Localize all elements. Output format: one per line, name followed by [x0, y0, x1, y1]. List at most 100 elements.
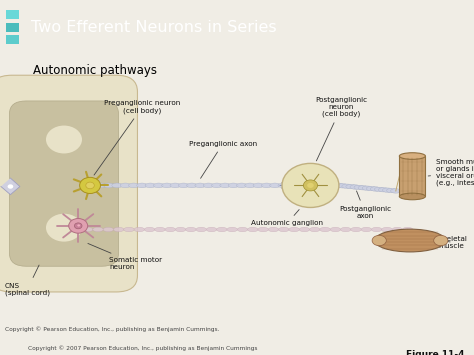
Ellipse shape [330, 227, 341, 232]
Circle shape [46, 214, 82, 242]
Bar [6, 23, 19, 32]
Circle shape [8, 184, 13, 189]
Ellipse shape [289, 227, 299, 232]
Ellipse shape [370, 187, 381, 191]
Ellipse shape [162, 183, 172, 188]
Circle shape [69, 218, 88, 233]
Ellipse shape [93, 227, 103, 232]
Ellipse shape [186, 227, 196, 232]
Text: Preganglionic axon: Preganglionic axon [189, 141, 257, 178]
Ellipse shape [383, 188, 393, 192]
Ellipse shape [237, 183, 247, 188]
FancyBboxPatch shape [399, 156, 426, 196]
Text: Copyright © 2007 Pearson Education, Inc., publishing as Benjamin Cummings: Copyright © 2007 Pearson Education, Inc.… [28, 345, 258, 351]
Ellipse shape [361, 227, 372, 232]
Ellipse shape [358, 186, 368, 190]
Text: Figure 11-4: Figure 11-4 [406, 350, 465, 355]
Text: Somatic motor
neuron: Somatic motor neuron [88, 244, 162, 270]
Text: Postganglionic
neuron
(cell body): Postganglionic neuron (cell body) [315, 97, 367, 161]
Ellipse shape [258, 227, 268, 232]
Ellipse shape [95, 183, 106, 188]
Ellipse shape [320, 227, 330, 232]
Ellipse shape [268, 227, 279, 232]
Text: Preganglionic neuron
(cell body): Preganglionic neuron (cell body) [94, 100, 180, 175]
Ellipse shape [310, 227, 320, 232]
Ellipse shape [378, 187, 389, 192]
Ellipse shape [104, 183, 114, 188]
Text: Postganglionic
axon: Postganglionic axon [339, 191, 391, 219]
Text: Skeletal
muscle: Skeletal muscle [438, 236, 467, 249]
Circle shape [307, 183, 314, 188]
Ellipse shape [128, 183, 139, 188]
Ellipse shape [124, 227, 134, 232]
Bar [6, 10, 19, 19]
Ellipse shape [154, 183, 164, 188]
Ellipse shape [211, 183, 222, 188]
Ellipse shape [270, 183, 280, 188]
Text: Copyright © Pearson Education, Inc., publishing as Benjamin Cummings.: Copyright © Pearson Education, Inc., pub… [5, 326, 219, 332]
Ellipse shape [279, 227, 289, 232]
Ellipse shape [286, 183, 297, 188]
Ellipse shape [145, 227, 155, 232]
Ellipse shape [178, 183, 189, 188]
Ellipse shape [399, 153, 426, 159]
Ellipse shape [165, 227, 175, 232]
Ellipse shape [175, 227, 186, 232]
Ellipse shape [350, 185, 360, 189]
Text: Autonomic ganglion: Autonomic ganglion [251, 209, 323, 226]
Ellipse shape [196, 227, 207, 232]
Ellipse shape [374, 187, 385, 192]
Ellipse shape [217, 227, 227, 232]
Ellipse shape [187, 183, 197, 188]
Ellipse shape [342, 184, 352, 189]
Ellipse shape [113, 227, 124, 232]
Ellipse shape [253, 183, 264, 188]
Text: Two Efferent Neurons in Series: Two Efferent Neurons in Series [31, 20, 276, 35]
Circle shape [77, 224, 80, 226]
Ellipse shape [155, 227, 165, 232]
Bar [6, 35, 19, 44]
Ellipse shape [346, 184, 356, 189]
Ellipse shape [338, 184, 348, 188]
Polygon shape [1, 178, 20, 195]
Ellipse shape [195, 183, 205, 188]
Ellipse shape [170, 183, 181, 188]
Circle shape [86, 182, 94, 189]
Ellipse shape [134, 227, 145, 232]
Ellipse shape [402, 227, 413, 232]
Ellipse shape [334, 183, 344, 188]
Text: CNS
(spinal cord): CNS (spinal cord) [5, 265, 50, 296]
Ellipse shape [82, 227, 93, 232]
Ellipse shape [137, 183, 147, 188]
Ellipse shape [374, 229, 446, 252]
Ellipse shape [372, 227, 382, 232]
Ellipse shape [354, 185, 365, 190]
Ellipse shape [103, 227, 114, 232]
Ellipse shape [382, 227, 392, 232]
Ellipse shape [386, 189, 397, 193]
FancyBboxPatch shape [0, 75, 137, 292]
Ellipse shape [228, 183, 238, 188]
Ellipse shape [112, 183, 122, 188]
Ellipse shape [351, 227, 361, 232]
Text: Autonomic pathways: Autonomic pathways [33, 64, 157, 77]
Circle shape [80, 178, 100, 193]
Text: Smooth muscle
or glands in
visceral organ
(e.g., intestine): Smooth muscle or glands in visceral orga… [428, 159, 474, 186]
Circle shape [46, 126, 82, 153]
Ellipse shape [366, 186, 377, 191]
Ellipse shape [203, 183, 214, 188]
Ellipse shape [206, 227, 217, 232]
Ellipse shape [340, 227, 351, 232]
Ellipse shape [247, 227, 258, 232]
Circle shape [303, 180, 318, 191]
Ellipse shape [145, 183, 155, 188]
Ellipse shape [237, 227, 248, 232]
Ellipse shape [399, 193, 426, 200]
FancyBboxPatch shape [9, 101, 119, 266]
Ellipse shape [278, 183, 288, 188]
Ellipse shape [261, 183, 272, 188]
Ellipse shape [120, 183, 131, 188]
Ellipse shape [220, 183, 230, 188]
Ellipse shape [372, 235, 386, 246]
Ellipse shape [299, 227, 310, 232]
